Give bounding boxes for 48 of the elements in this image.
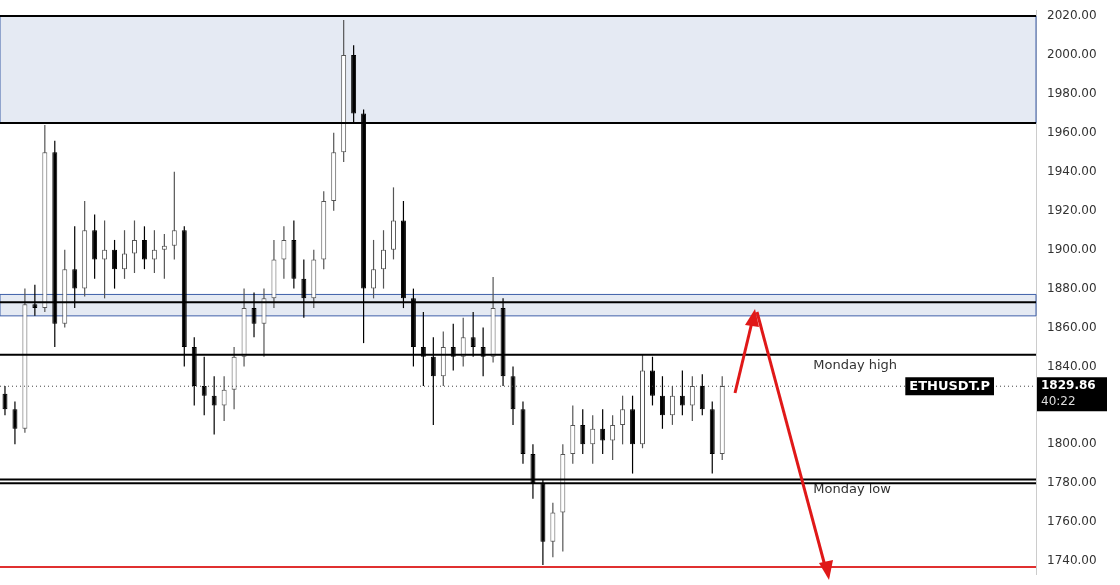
candlestick xyxy=(679,369,685,416)
candlestick xyxy=(590,414,596,465)
ref-line-label: Monday high xyxy=(813,356,898,372)
y-tick-label: 1880.00 xyxy=(1047,280,1097,295)
candlestick xyxy=(112,239,118,290)
y-tick-label: 1800.00 xyxy=(1047,436,1097,451)
y-tick-label: 1920.00 xyxy=(1047,202,1097,217)
text: 1829.86 xyxy=(1041,378,1096,393)
candlestick xyxy=(2,385,8,416)
candlestick xyxy=(600,408,606,455)
candlestick xyxy=(371,239,377,299)
candlestick xyxy=(460,317,466,368)
candlestick xyxy=(610,414,616,461)
candlestick xyxy=(141,225,147,270)
candlestick xyxy=(580,408,586,455)
candlestick xyxy=(12,400,18,445)
candlestick xyxy=(640,354,646,449)
candlestick xyxy=(102,219,108,299)
y-tick-label: 2000.00 xyxy=(1047,47,1097,62)
y-tick-label: 1900.00 xyxy=(1047,241,1097,256)
ref-line-label: ETHUSDT.P xyxy=(909,377,991,393)
y-tick-label: 1940.00 xyxy=(1047,163,1097,178)
y-tick-label: 1780.00 xyxy=(1047,475,1097,490)
candlestick xyxy=(262,288,266,358)
candlestick xyxy=(122,229,128,280)
candlestick xyxy=(161,233,167,280)
y-tick-label: 2020.00 xyxy=(1047,8,1097,23)
text: 40:22 xyxy=(1041,394,1076,409)
y-tick-label: 1980.00 xyxy=(1047,86,1097,101)
candlestick xyxy=(222,375,226,422)
y-tick-label: 1760.00 xyxy=(1047,514,1097,529)
candlestick xyxy=(151,229,157,274)
candlestick xyxy=(699,373,705,416)
y-tick-label: 1740.00 xyxy=(1047,553,1097,568)
candlestick xyxy=(131,219,137,274)
candlestick xyxy=(620,395,626,445)
candlestick xyxy=(689,375,695,422)
candlestick xyxy=(171,171,177,260)
candlestick xyxy=(281,225,287,280)
candlestick xyxy=(659,375,665,430)
candlestick xyxy=(381,229,387,290)
ref-line-label: Monday low xyxy=(813,481,892,497)
y-tick-label: 1840.00 xyxy=(1047,358,1097,373)
candlestick xyxy=(669,385,675,426)
y-tick-label: 1860.00 xyxy=(1047,319,1097,334)
y-tick-label: 1960.00 xyxy=(1047,124,1097,139)
candlestick xyxy=(211,375,217,436)
candlestick xyxy=(390,186,396,260)
